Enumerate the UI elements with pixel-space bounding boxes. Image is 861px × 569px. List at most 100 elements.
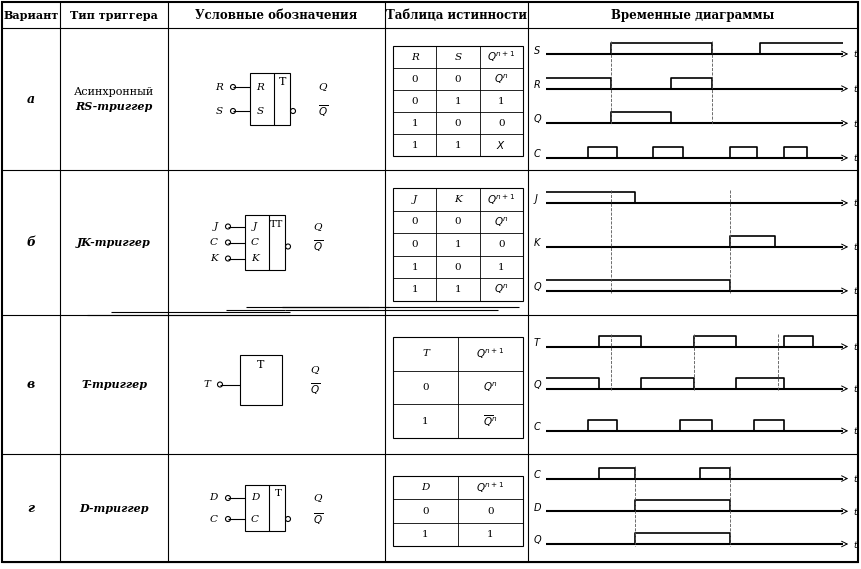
Bar <box>393 337 523 438</box>
Text: T: T <box>257 360 264 369</box>
Text: $t$: $t$ <box>852 48 858 60</box>
Text: Асинхронный: Асинхронный <box>74 87 154 97</box>
Text: 1: 1 <box>498 97 504 105</box>
Bar <box>250 73 289 125</box>
Text: S: S <box>256 106 263 116</box>
Text: T: T <box>279 77 287 87</box>
Text: RS-триггер: RS-триггер <box>75 101 152 112</box>
Text: 1: 1 <box>486 530 493 539</box>
Text: $t$: $t$ <box>852 538 858 550</box>
Text: Условные обозначения: Условные обозначения <box>195 9 357 22</box>
Text: JK-триггер: JK-триггер <box>77 237 151 248</box>
Text: 0: 0 <box>422 383 428 392</box>
Text: $\overline{Q}$: $\overline{Q}$ <box>313 238 323 254</box>
Text: $\overline{Q}$: $\overline{Q}$ <box>313 511 323 527</box>
Text: R: R <box>215 83 223 92</box>
Text: $t$: $t$ <box>852 118 858 129</box>
Text: R: R <box>256 83 263 92</box>
Text: T: T <box>274 489 282 498</box>
Text: $\overline{Q}$: $\overline{Q}$ <box>318 103 328 119</box>
Text: 0: 0 <box>454 75 461 84</box>
Text: 0: 0 <box>411 240 418 249</box>
Bar <box>245 485 285 531</box>
Text: $Q^n$: $Q^n$ <box>493 72 508 86</box>
Text: в: в <box>27 378 35 391</box>
Text: 0: 0 <box>411 217 418 226</box>
Text: 1: 1 <box>411 285 418 294</box>
Text: $\mathit{Q}$: $\mathit{Q}$ <box>532 378 542 391</box>
Text: $\mathit{Q}$: $\mathit{Q}$ <box>532 280 542 293</box>
Bar <box>393 188 523 301</box>
Text: 0: 0 <box>486 506 493 516</box>
Text: 0: 0 <box>454 263 461 271</box>
Text: $\mathit{Q}$: $\mathit{Q}$ <box>532 112 542 125</box>
Text: $\mathit{C}$: $\mathit{C}$ <box>532 147 542 159</box>
Text: $Q^{n+1}$: $Q^{n+1}$ <box>486 192 515 207</box>
Text: S: S <box>454 52 461 61</box>
Text: $\overline{Q}^n$: $\overline{Q}^n$ <box>483 413 497 429</box>
Bar <box>239 354 282 405</box>
Text: Временные диаграммы: Временные диаграммы <box>610 9 774 22</box>
Text: 1: 1 <box>411 263 418 271</box>
Text: 1: 1 <box>422 530 428 539</box>
Text: $\mathit{T}$: $\mathit{T}$ <box>532 336 541 348</box>
Text: $\mathit{R}$: $\mathit{R}$ <box>532 78 540 90</box>
Text: $t$: $t$ <box>852 197 858 208</box>
Bar <box>245 215 285 270</box>
Text: $t$: $t$ <box>852 285 858 296</box>
Bar <box>393 46 523 156</box>
Text: $\overline{Q}$: $\overline{Q}$ <box>310 382 319 397</box>
Text: б: б <box>27 236 35 249</box>
Text: $\mathit{D}$: $\mathit{D}$ <box>532 501 542 513</box>
Text: T: T <box>422 349 429 358</box>
Text: 0: 0 <box>411 75 418 84</box>
Text: $t$: $t$ <box>852 383 858 394</box>
Text: $t$: $t$ <box>852 83 858 94</box>
Text: $Q^{n+1}$: $Q^{n+1}$ <box>476 480 505 495</box>
Text: $t$: $t$ <box>852 152 858 163</box>
Text: D: D <box>209 493 218 502</box>
Text: $t$: $t$ <box>852 341 858 352</box>
Text: K: K <box>454 195 461 204</box>
Text: $t$: $t$ <box>852 473 858 484</box>
Text: $Q^n$: $Q^n$ <box>493 283 508 296</box>
Text: C: C <box>251 514 258 523</box>
Text: $\mathit{C}$: $\mathit{C}$ <box>532 420 542 432</box>
Text: 1: 1 <box>454 97 461 105</box>
Text: T-триггер: T-триггер <box>81 379 147 390</box>
Text: 1: 1 <box>411 141 418 150</box>
Text: K: K <box>210 254 218 263</box>
Text: $Q^{n+1}$: $Q^{n+1}$ <box>486 50 515 64</box>
Text: г: г <box>28 501 34 514</box>
Text: Таблица истинности: Таблица истинности <box>386 9 526 22</box>
Text: $t$: $t$ <box>852 426 858 436</box>
Text: J: J <box>412 195 416 204</box>
Text: 0: 0 <box>454 118 461 127</box>
Text: C: C <box>251 238 258 247</box>
Text: $t$: $t$ <box>852 241 858 253</box>
Text: D: D <box>251 493 259 502</box>
Text: C: C <box>210 514 218 523</box>
Text: 0: 0 <box>454 217 461 226</box>
Text: $X$: $X$ <box>496 139 505 151</box>
Text: $\mathit{K}$: $\mathit{K}$ <box>532 237 542 249</box>
Text: S: S <box>215 106 223 116</box>
Text: Q: Q <box>310 365 318 374</box>
Text: Q: Q <box>313 493 321 502</box>
Text: 1: 1 <box>411 118 418 127</box>
Text: Вариант: Вариант <box>3 10 59 20</box>
Text: J: J <box>214 222 218 231</box>
Text: 0: 0 <box>411 97 418 105</box>
Text: Тип триггера: Тип триггера <box>70 10 158 20</box>
Text: $\mathit{J}$: $\mathit{J}$ <box>532 192 539 205</box>
Text: $Q^n$: $Q^n$ <box>482 381 498 394</box>
Text: J: J <box>252 222 257 231</box>
Text: 1: 1 <box>454 285 461 294</box>
Text: D-триггер: D-триггер <box>79 502 149 513</box>
Text: $\mathit{Q}$: $\mathit{Q}$ <box>532 533 542 546</box>
Text: 1: 1 <box>498 263 504 271</box>
Text: R: R <box>410 52 418 61</box>
Text: 0: 0 <box>498 240 504 249</box>
Text: $Q^n$: $Q^n$ <box>493 215 508 229</box>
Text: 0: 0 <box>498 118 504 127</box>
